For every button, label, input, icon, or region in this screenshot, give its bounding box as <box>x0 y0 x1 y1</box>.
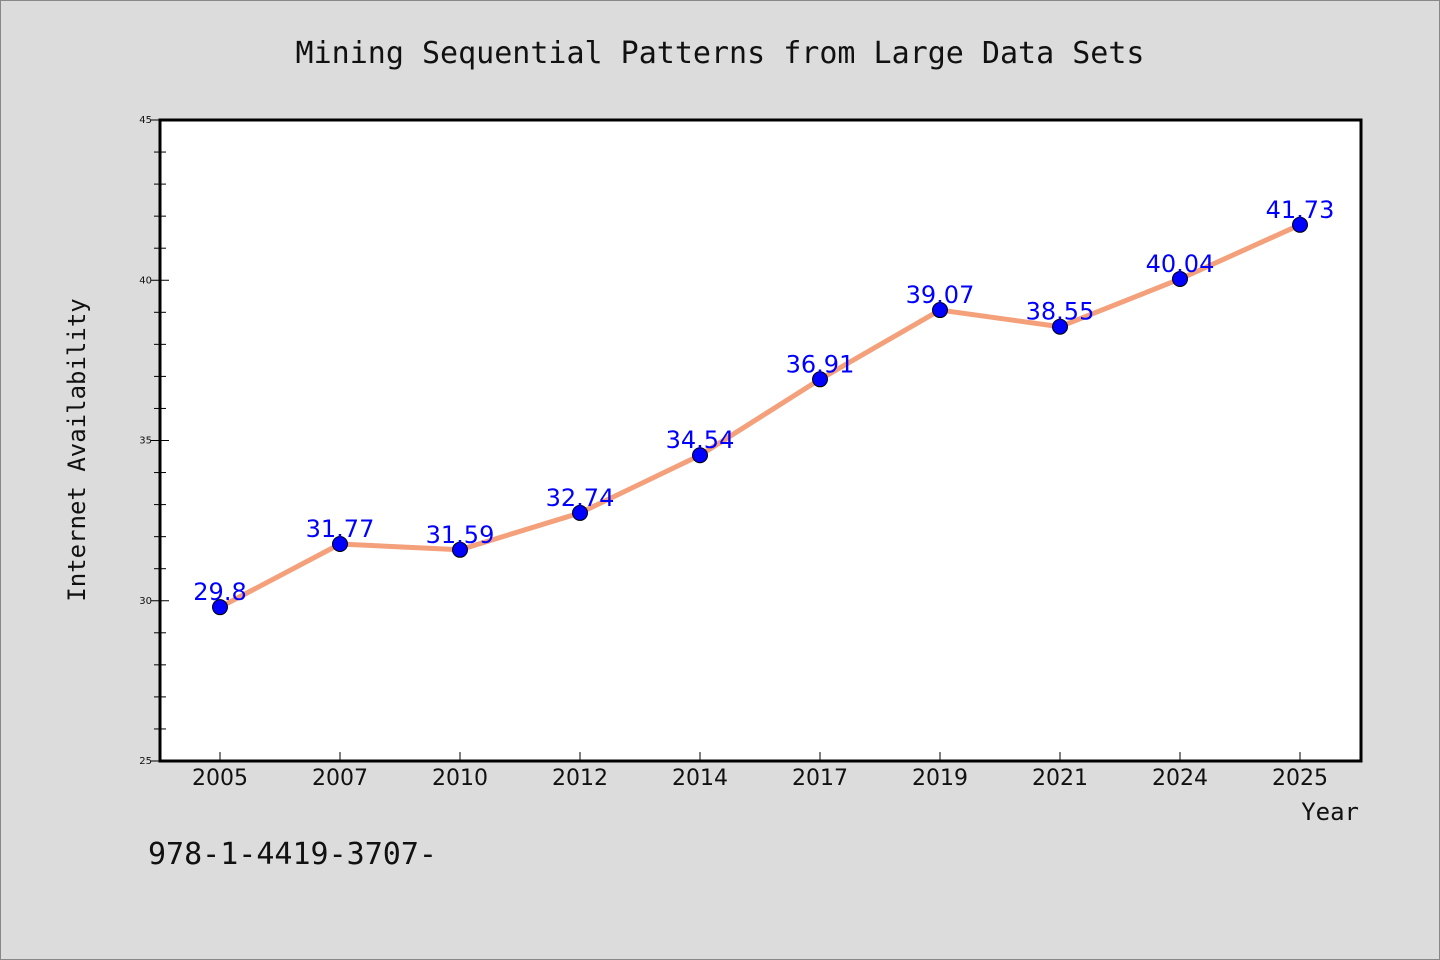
data-label: 39.07 <box>906 281 975 309</box>
x-axis-label: Year <box>1301 798 1359 826</box>
chart-title: Mining Sequential Patterns from Large Da… <box>296 36 1145 71</box>
x-tick-label: 2005 <box>192 766 248 791</box>
data-point <box>812 371 828 388</box>
data-label: 34.54 <box>666 426 735 454</box>
x-tick-label: 2019 <box>912 766 968 791</box>
x-tick-label: 2014 <box>672 766 728 791</box>
plot-area <box>158 118 1363 763</box>
data-labels: 29.8 31.77 31.59 32.74 34.54 36.91 39.07 38.55 4… <box>193 196 1334 606</box>
data-label: 29.8 <box>193 578 246 606</box>
data-point <box>332 536 348 553</box>
data-label: 36.91 <box>786 350 855 378</box>
y-tick-label: 45 <box>139 115 152 126</box>
data-point <box>452 541 468 558</box>
data-point <box>932 302 948 319</box>
x-tick-label: 2025 <box>1272 766 1328 791</box>
x-tick-label: 2017 <box>792 766 848 791</box>
data-point <box>1052 318 1068 335</box>
series-layer <box>212 216 1308 616</box>
y-axis: 25 30 35 40 45 <box>139 115 169 767</box>
data-point <box>1292 216 1308 233</box>
y-axis-label: Internet Availability <box>63 298 91 601</box>
x-tick-label: 2021 <box>1032 766 1088 791</box>
x-tick-label: 2012 <box>552 766 608 791</box>
data-label: 31.77 <box>306 515 375 543</box>
data-point <box>692 447 708 464</box>
x-axis: 2005 2007 2010 2012 2014 2017 2019 2021 2024 2025 <box>192 752 1328 791</box>
x-tick-label: 2024 <box>1152 766 1208 791</box>
data-point <box>212 599 228 616</box>
data-label: 31.59 <box>426 521 495 549</box>
data-point <box>1172 270 1188 287</box>
x-tick-label: 2010 <box>432 766 488 791</box>
y-tick-label: 30 <box>139 596 152 607</box>
data-label: 41.73 <box>1266 196 1335 224</box>
data-point <box>572 504 588 521</box>
footer-text: 978-1-4419-3707- <box>148 837 437 872</box>
data-label: 40.04 <box>1146 250 1215 278</box>
y-tick-label: 40 <box>139 275 152 286</box>
data-label: 38.55 <box>1026 298 1095 326</box>
series-line <box>217 222 1303 610</box>
data-label: 32.74 <box>546 484 615 512</box>
x-tick-label: 2007 <box>312 766 368 791</box>
y-tick-label: 25 <box>139 756 152 767</box>
y-tick-label: 35 <box>139 436 152 447</box>
